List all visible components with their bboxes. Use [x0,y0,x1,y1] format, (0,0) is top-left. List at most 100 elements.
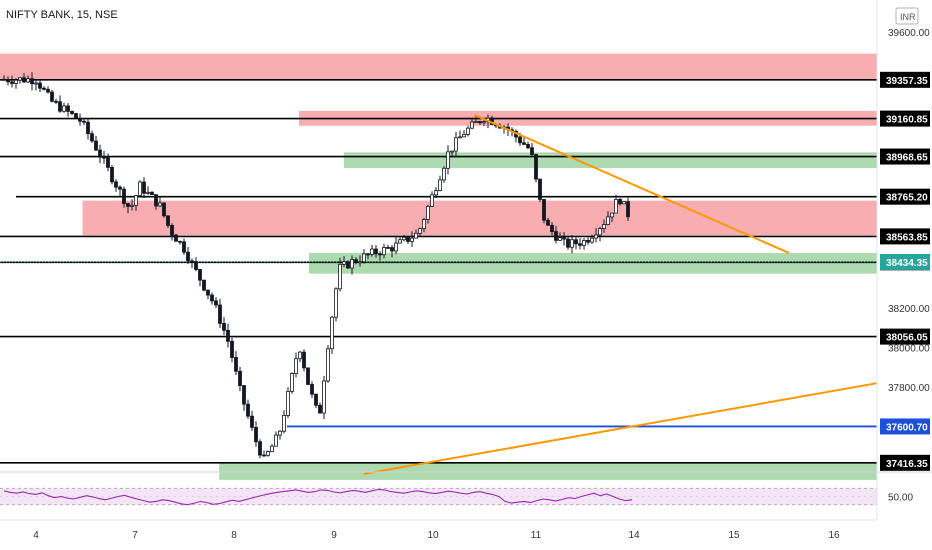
candle-body-109 [438,179,442,192]
candle-body-150 [602,224,606,229]
candle-body-59 [238,370,242,386]
candle-body-154 [618,198,622,205]
candle-body-148 [594,234,598,239]
candle-body-45 [182,241,186,253]
time-axis[interactable]: 4 7 8 9 10 11 14 15 16 [0,519,877,541]
blue-level-tag [880,418,930,435]
candle-body-80 [322,380,326,414]
candle-body-66 [266,451,270,456]
candle-body-9 [38,82,42,89]
candle-body-1 [6,78,10,83]
candle-body-46 [186,251,190,262]
candle-body-81 [326,348,330,382]
rsi-pane: 50.00 [0,471,932,506]
x-tick-label-7: 15 [728,530,740,541]
candle-body-73 [294,358,298,375]
candle-body-76 [306,367,310,385]
candle-body-136 [546,219,550,226]
candle-body-22 [90,133,94,142]
level-38968-tag-label: 38968.65 [886,153,928,164]
candle-body-152 [610,212,614,218]
candle-body-99 [398,239,402,244]
candle-body-15 [62,105,66,112]
candle-body-39 [158,202,162,207]
level-38563-tag-label: 38563.85 [886,232,928,243]
candle-body-141 [566,238,570,248]
x-tick-label-4: 10 [427,530,439,541]
candle-body-147 [590,237,594,243]
candle-body-86 [346,261,350,269]
candle-body-8 [34,82,38,85]
candle-body-105 [422,219,426,230]
support-zone-5 [219,462,877,480]
level-38563-tag [880,228,930,245]
candle-body-82 [330,316,334,350]
candle-body-92 [370,248,374,255]
candle-body-156 [626,201,630,218]
candle-body-87 [350,259,354,269]
candle-body-95 [382,247,386,256]
candle-body-47 [190,260,194,263]
resistance-zone-3 [82,200,877,236]
candle-body-37 [150,191,154,196]
candle-body-0 [2,78,6,81]
candle-body-72 [290,373,294,392]
candle-body-24 [98,149,102,158]
candle-body-44 [178,240,182,243]
candle-body-101 [406,236,410,242]
candle-body-43 [174,234,178,242]
candle-body-129 [518,136,522,144]
y-tick-label-2: 38000.00 [888,344,930,355]
candle-body-25 [102,156,106,159]
candle-body-114 [458,136,462,139]
candle-body-7 [30,78,34,85]
y-tick-label-1: 38200.00 [888,304,930,315]
descending-trendline [473,113,790,254]
candle-body-144 [578,243,582,246]
candle-body-52 [210,294,214,302]
candle-body-91 [366,253,370,256]
x-tick-label-0: 4 [33,530,39,541]
candle-body-50 [202,279,206,291]
candle-body-146 [586,240,590,243]
candle-body-138 [554,231,558,241]
candle-body-102 [410,237,414,242]
candle-body-131 [526,144,530,149]
level-39357-tag-label: 39357.35 [886,76,928,87]
candle-body-120 [482,121,486,124]
candle-body-96 [386,247,390,249]
candle-body-30 [122,188,126,204]
candle-body-34 [138,181,142,197]
candle-body-119 [478,121,482,124]
candle-body-67 [270,445,274,452]
candle-body-41 [166,215,170,226]
currency-badge[interactable]: INR [895,7,919,25]
candle-body-118 [474,121,478,123]
level-38968-tag [880,148,930,165]
currency-label: INR [900,12,916,22]
candles-layer [2,72,630,459]
candle-body-2 [10,81,14,84]
price-axis[interactable]: 39600.00 38200.00 38000.00 37800.00 39357.35… [876,0,930,520]
candle-body-53 [214,300,218,306]
ascending-trendline [363,382,878,475]
candle-body-116 [466,127,470,135]
levels-layer [0,79,877,464]
candle-body-4 [18,77,22,81]
candle-body-133 [534,154,538,180]
candle-body-112 [450,150,454,153]
level-37416-tag-label: 37416.35 [886,459,928,470]
candle-body-85 [342,261,346,265]
candle-body-17 [70,110,74,114]
candle-body-108 [434,190,438,196]
candle-body-36 [146,191,150,194]
candle-body-97 [390,247,394,252]
y-tick-label-0: 39600.00 [888,28,930,39]
candle-body-117 [470,121,474,129]
candle-body-56 [226,329,230,342]
candle-body-98 [394,242,398,252]
support-zone-4 [309,252,877,274]
candle-body-64 [258,441,262,456]
candle-body-77 [310,384,314,395]
